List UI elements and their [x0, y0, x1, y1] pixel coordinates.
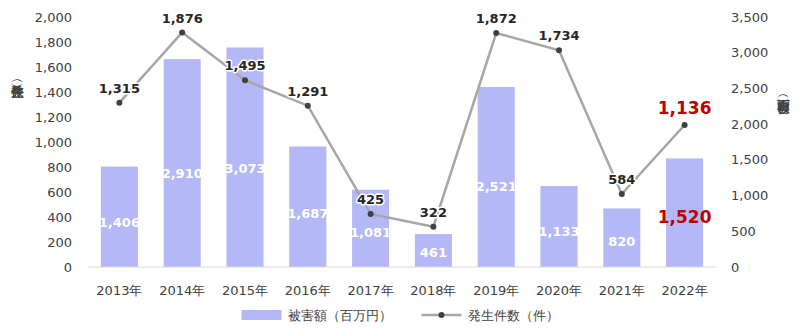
- bar-label: 3,073: [224, 161, 265, 176]
- bar-label: 1,133: [538, 224, 579, 239]
- line: [119, 33, 684, 227]
- y-tick: [84, 67, 88, 68]
- point-label: 1,136: [658, 98, 712, 118]
- y-tick-label: 0: [64, 260, 72, 275]
- y-tick-label: 2,000: [35, 10, 72, 25]
- y-tick: [84, 267, 88, 268]
- bar-label: 2,910: [162, 166, 203, 181]
- y2-tick: [716, 17, 720, 18]
- y2-tick: [716, 267, 720, 268]
- y2-tick-label: 3,000: [731, 45, 768, 60]
- y2-axis-title: 被害額（百万円）: [778, 94, 791, 115]
- x-tick-label: 2018年: [410, 283, 456, 298]
- marker: [493, 30, 499, 36]
- bar: [226, 48, 263, 268]
- y-tick: [84, 92, 88, 93]
- point-label: 1,291: [287, 84, 328, 99]
- y-tick: [84, 142, 88, 143]
- x-tick-label: 2021年: [599, 283, 645, 298]
- x-tick-label: 2017年: [348, 283, 394, 298]
- y-tick: [84, 217, 88, 218]
- y-tick: [84, 117, 88, 118]
- y-tick: [84, 192, 88, 193]
- y-tick: [84, 242, 88, 243]
- legend-label: 発生件数（件）: [468, 308, 559, 323]
- point-label: 425: [357, 192, 384, 207]
- y2-tick: [716, 159, 720, 160]
- point-label: 1,734: [538, 28, 579, 43]
- x-tick-label: 2014年: [159, 283, 205, 298]
- x-tick-label: 2013年: [96, 283, 142, 298]
- point-label: 322: [420, 205, 447, 220]
- x-tick-label: 2019年: [473, 283, 519, 298]
- marker: [179, 30, 185, 36]
- marker: [116, 100, 122, 106]
- legend-item: 発生件数（件）: [422, 308, 559, 323]
- y-tick-label: 1,000: [35, 135, 72, 150]
- y2-tick-label: 1,500: [731, 152, 768, 167]
- bar-label: 820: [608, 234, 635, 249]
- y-tick-label: 200: [47, 235, 72, 250]
- y2-tick-label: 500: [731, 224, 756, 239]
- y-tick-label: 1,600: [35, 60, 72, 75]
- point-label: 1,876: [162, 11, 203, 26]
- x-tick-label: 2020年: [536, 283, 582, 298]
- point-label: 1,872: [476, 11, 517, 26]
- marker: [682, 122, 688, 128]
- x-tick-label: 2016年: [285, 283, 331, 298]
- y2-tick: [716, 231, 720, 232]
- plot-area: [101, 30, 703, 268]
- y-tick-label: 600: [47, 185, 72, 200]
- marker: [556, 47, 562, 53]
- legend-item: 被害額（百万円）: [242, 308, 392, 323]
- point-label: 1,495: [224, 58, 265, 73]
- bar-label: 461: [420, 245, 447, 260]
- chart: 0 200 400 600 800 1,000 1,200 1,400 1,600 1,800 2,…: [0, 0, 800, 330]
- y-tick-label: 1,400: [35, 85, 72, 100]
- bar: [603, 208, 640, 267]
- bar-label: 1,081: [350, 225, 391, 240]
- bar: [478, 87, 515, 267]
- y2-tick-label: 3,500: [731, 10, 768, 25]
- legend-label: 被害額（百万円）: [288, 308, 392, 323]
- marker: [430, 224, 436, 230]
- y2-tick: [716, 52, 720, 53]
- y-tick-label: 1,800: [35, 35, 72, 50]
- y-axis-title: 発生件数（件）: [12, 79, 25, 98]
- marker: [368, 211, 374, 217]
- point-label: 1,315: [99, 81, 140, 96]
- y-tick: [84, 167, 88, 168]
- marker: [619, 191, 625, 197]
- bar-label: 1,406: [99, 215, 140, 230]
- y-tick-label: 800: [47, 160, 72, 175]
- data-labels: 1,406 2,910 3,073 1,687 1,081 461 2,521 1,133 82…: [99, 11, 712, 261]
- legend-marker: [439, 312, 445, 318]
- y2-tick-label: 0: [731, 260, 739, 275]
- marker: [305, 103, 311, 109]
- marker: [242, 77, 248, 83]
- y2-tick: [716, 195, 720, 196]
- x-tick-label: 2015年: [222, 283, 268, 298]
- y2-tick-label: 1,000: [731, 188, 768, 203]
- bar-label: 2,521: [476, 179, 517, 194]
- bar-label: 1,687: [287, 206, 328, 221]
- legend-swatch: [242, 310, 282, 320]
- y2-tick: [716, 124, 720, 125]
- point-label: 584: [608, 172, 635, 187]
- legend: 被害額（百万円） 発生件数（件）: [242, 308, 559, 323]
- y2-tick-label: 2,500: [731, 81, 768, 96]
- x-axis: [88, 267, 716, 268]
- bar-label: 1,520: [658, 207, 712, 227]
- x-tick-label: 2022年: [662, 283, 708, 298]
- bar: [415, 234, 452, 267]
- y-tick: [84, 17, 88, 18]
- y-tick-label: 400: [47, 210, 72, 225]
- y2-tick-label: 2,000: [731, 117, 768, 132]
- y-tick: [84, 42, 88, 43]
- y2-tick: [716, 88, 720, 89]
- bar: [164, 59, 201, 267]
- y-tick-label: 1,200: [35, 110, 72, 125]
